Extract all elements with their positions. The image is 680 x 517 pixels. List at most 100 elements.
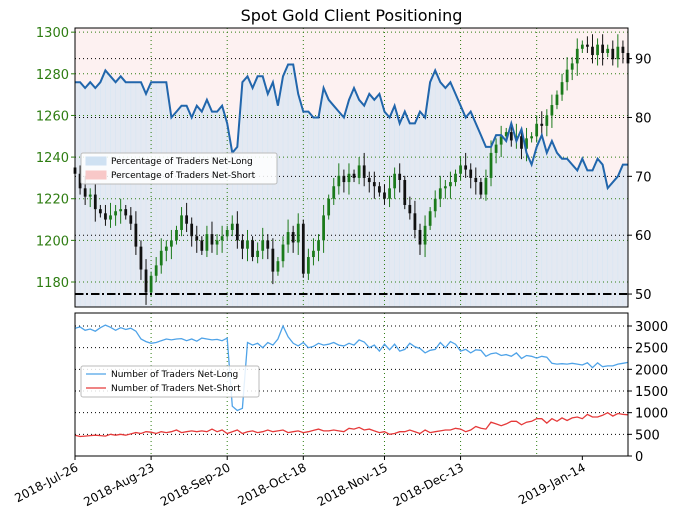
candle-body	[388, 188, 391, 199]
bottom-axis-tick-label: 0	[635, 450, 643, 465]
net-long-percentage-line	[75, 63, 628, 191]
candle-body	[423, 225, 427, 245]
candle-body	[327, 198, 331, 216]
candle-body	[403, 179, 407, 205]
candle-body	[342, 175, 346, 183]
candle-body	[175, 229, 178, 241]
candle-body	[479, 182, 483, 195]
candle-body	[520, 136, 523, 149]
net-long-area	[75, 64, 628, 307]
candle-body	[332, 186, 336, 199]
candle-body	[433, 198, 437, 212]
candle-body	[337, 175, 341, 187]
candle-body	[570, 63, 574, 70]
candle-body	[205, 234, 209, 251]
candle-body	[393, 173, 397, 189]
candle-body	[251, 240, 254, 258]
candle-body	[296, 223, 300, 243]
candle-body	[357, 165, 361, 178]
candle-body	[322, 215, 325, 241]
candle-body	[230, 223, 234, 230]
candle-body	[530, 136, 533, 139]
candle-body	[367, 177, 371, 183]
right-axis-tick-label: 50	[635, 288, 652, 303]
candle-body	[225, 229, 229, 237]
candle-body	[241, 240, 244, 249]
candle-body	[134, 223, 138, 247]
candle-body	[596, 44, 599, 56]
candle-body	[104, 213, 107, 220]
legend-swatch	[85, 170, 107, 180]
bottom-axis-tick-label: 2000	[635, 363, 668, 378]
x-axis-tick-label: 2018-Aug-23	[81, 460, 156, 509]
candle-body	[601, 44, 605, 53]
left-axis-tick-label: 1260	[36, 109, 69, 124]
candle-body	[459, 165, 462, 174]
left-axis-tick-label: 1240	[36, 151, 69, 166]
bottom-axis-tick-label: 500	[635, 428, 660, 443]
candle-body	[139, 246, 143, 270]
candle-body	[550, 105, 554, 116]
candle-body	[494, 144, 498, 153]
candle-body	[215, 240, 219, 245]
right-axis-tick-label: 60	[635, 229, 652, 244]
legend-label: Number of Traders Net-Short	[111, 384, 241, 394]
x-axis-tick-label: 2018-Nov-15	[315, 460, 390, 509]
legend-label: Number of Traders Net-Long	[111, 370, 238, 380]
bottom-panel-frame	[74, 312, 629, 457]
left-axis-tick-label: 1300	[36, 26, 69, 41]
candle-body	[428, 211, 432, 226]
candle-body	[591, 46, 594, 56]
candle-body	[474, 177, 478, 183]
candle-body	[504, 132, 508, 137]
candle-body	[271, 248, 275, 272]
left-axis-tick-label: 1180	[36, 276, 69, 291]
candle-body	[114, 211, 117, 216]
legend-box	[80, 152, 278, 185]
candle-body	[266, 240, 270, 249]
candle-body	[185, 215, 188, 224]
candle-body	[606, 48, 610, 53]
bottom-axis-tick-label: 1500	[635, 385, 668, 400]
left-axis-tick-label: 1200	[36, 234, 69, 249]
candle-body	[195, 236, 199, 241]
candle-body	[286, 232, 290, 245]
net-short-count-line	[74, 411, 629, 438]
candle-body	[443, 186, 447, 189]
bottom-axis-tick-label: 2500	[635, 342, 668, 357]
legend-swatch	[85, 156, 107, 166]
candle-body	[378, 186, 381, 193]
candle-body	[464, 165, 468, 170]
candle-body	[586, 44, 589, 47]
candle-body	[545, 115, 549, 126]
candle-body	[119, 209, 123, 212]
candle-body	[362, 165, 366, 178]
candle-body	[88, 194, 92, 197]
x-axis-tick-label: 2018-Oct-18	[235, 460, 308, 508]
candle-body	[180, 215, 183, 230]
candle-body	[535, 123, 539, 137]
candle-body	[312, 250, 315, 258]
candle-body	[149, 275, 153, 293]
candle-body	[144, 269, 148, 293]
net-long-count-line	[74, 324, 629, 412]
candle-body	[352, 173, 356, 178]
candle-body	[210, 234, 214, 245]
bottom-axis-tick-label: 3000	[635, 320, 668, 335]
candle-body	[276, 261, 280, 272]
right-axis-tick-label: 90	[635, 53, 652, 68]
candle-body	[190, 223, 194, 237]
candle-body	[509, 132, 513, 141]
candle-body	[235, 223, 239, 241]
bottom-axis-tick-label: 1000	[635, 407, 668, 422]
candle-body	[616, 46, 620, 60]
right-axis-tick-label: 70	[635, 170, 652, 185]
candle-body	[124, 209, 128, 216]
x-axis-tick-label: 2018-Dec-13	[391, 460, 466, 509]
candle-body	[499, 136, 503, 145]
candle-body	[261, 240, 265, 251]
candle-body	[170, 240, 173, 247]
legend-box	[80, 365, 260, 398]
